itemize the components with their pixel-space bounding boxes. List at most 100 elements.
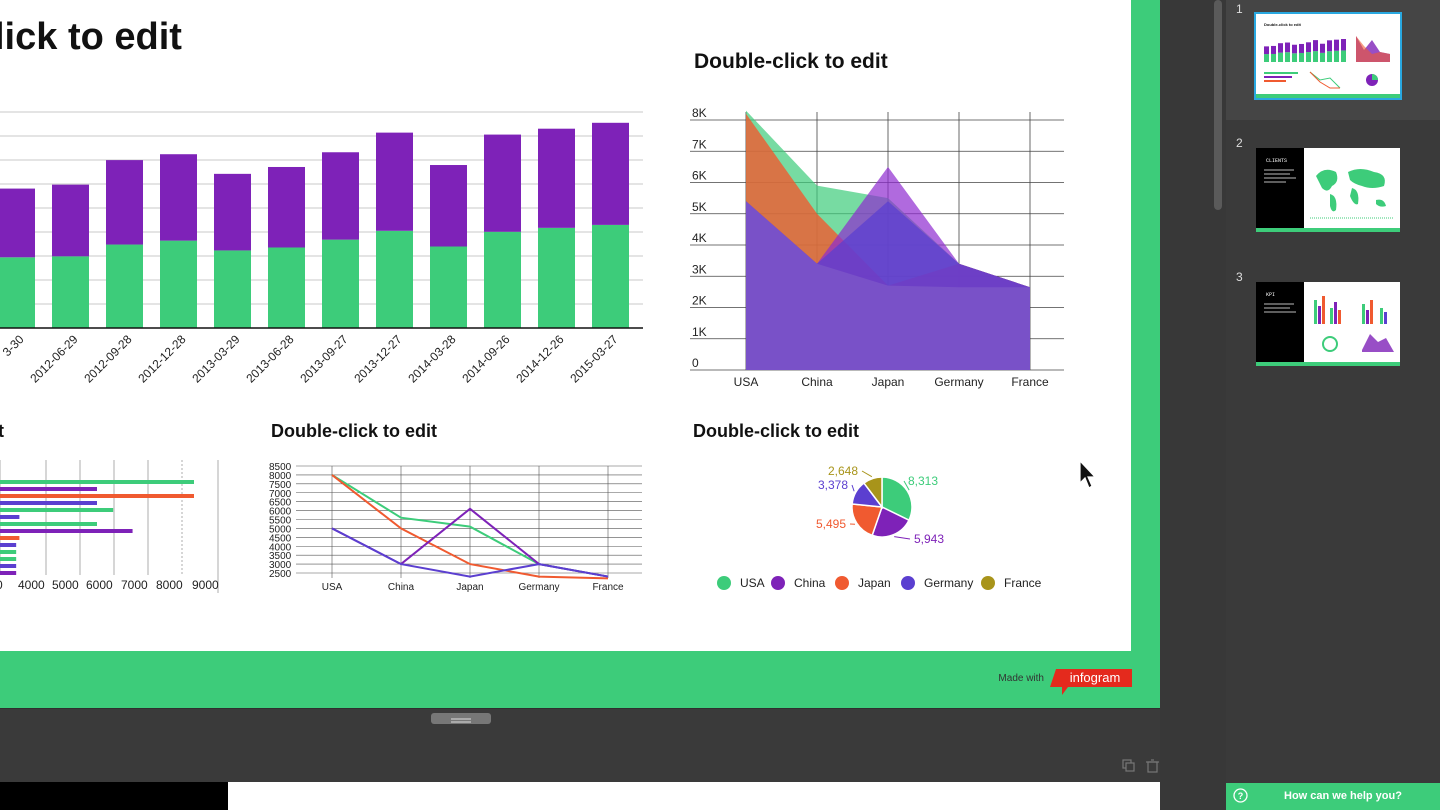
help-bar[interactable]: ? How can we help you? <box>1226 783 1440 810</box>
y-tick-label: 0 <box>692 356 699 370</box>
resize-grip-handle[interactable] <box>431 713 491 724</box>
next-slide-preview-light[interactable] <box>228 782 1160 810</box>
x-tick-label: 2013-09-27 <box>297 332 351 386</box>
legend-swatch <box>717 576 731 590</box>
slide-thumbnail[interactable]: Double-click to edit <box>1254 12 1402 100</box>
y-tick-label: 2500 <box>269 569 292 580</box>
bar-purple <box>430 165 467 247</box>
infogram-logo[interactable] <box>1050 667 1132 697</box>
grip-lines-icon <box>451 718 471 723</box>
bar-purple <box>322 152 359 240</box>
y-tick-label: 7500 <box>269 480 292 491</box>
horizontal-bar-chart[interactable]: 0 4000 5000 6000 7000 8000 9000 <box>0 455 230 600</box>
bar-purple <box>214 173 251 251</box>
hbar-chart-title[interactable]: t <box>0 421 4 441</box>
bar-green <box>214 250 251 328</box>
bar-green <box>322 239 359 328</box>
legend-swatch <box>771 576 785 590</box>
slide-title[interactable]: lick to edit <box>0 16 182 58</box>
bar-green <box>376 230 413 328</box>
thumb-world-map <box>1310 169 1394 219</box>
thumb-bar-chart <box>1264 39 1346 62</box>
duplicate-icon[interactable] <box>1122 759 1136 773</box>
y-tick-label: 2K <box>692 294 707 308</box>
area-chart[interactable]: 0 1K 2K 3K 4K 5K 6K 7K 8K USA China Japan Germany Fra… <box>680 100 1080 395</box>
infogram-logo-text: infogram <box>1069 670 1121 685</box>
bar-green <box>268 247 305 328</box>
bar-green <box>160 240 197 328</box>
slide-thumbnail-item[interactable]: 3 KPI <box>1226 268 1440 394</box>
line-chart-title[interactable]: Double-click to edit <box>271 421 438 441</box>
next-slide-preview-dark[interactable] <box>0 782 228 810</box>
slide-stage[interactable]: lick to edit 3-30 2012-06-29 2012-09-28 201… <box>0 0 1160 708</box>
x-tick-label: Germany <box>934 375 983 389</box>
x-tick-label: 2014-03-28 <box>405 332 459 386</box>
hbar-germany <box>0 501 97 505</box>
thumb-bar <box>1292 44 1297 54</box>
slide-canvas[interactable]: lick to edit 3-30 2012-06-29 2012-09-28 201… <box>0 0 1131 651</box>
slide-thumbnail-item[interactable]: 2 CLIENTS <box>1226 134 1440 260</box>
pie-leader-line <box>851 484 855 492</box>
bar-green <box>52 256 89 328</box>
x-tick-label: Japan <box>872 375 905 389</box>
stacked-bar-chart[interactable]: 3-30 2012-06-29 2012-09-28 2012-12-28 2013-0… <box>0 100 650 390</box>
scrollbar-thumb[interactable] <box>1214 0 1222 210</box>
x-tick-label: France <box>1011 375 1049 389</box>
bar-purple <box>484 134 521 232</box>
hbar-china <box>0 571 17 575</box>
thumb-bar <box>1327 40 1332 52</box>
legend-label: USA <box>740 576 765 590</box>
y-tick-label: 7K <box>692 137 707 151</box>
bar-green <box>430 246 467 328</box>
y-tick-label: 4K <box>692 231 707 245</box>
y-tick-label: 6K <box>692 169 707 183</box>
bar-green <box>538 227 575 328</box>
x-tick-label: Japan <box>456 582 483 593</box>
help-label: How can we help you? <box>1284 790 1402 802</box>
slide-thumbnail[interactable]: KPI <box>1256 282 1400 366</box>
line-chart[interactable]: 2500300035004000450050005500600065007000… <box>262 458 652 598</box>
thumb-bar <box>1313 51 1318 62</box>
slide-footer: Made with <box>0 651 1160 708</box>
x-tick-label: Germany <box>518 582 559 593</box>
thumb-bar <box>1313 40 1318 52</box>
x-tick-label: 8000 <box>156 578 183 592</box>
area-series-france <box>746 201 1030 370</box>
x-tick-label: France <box>592 582 624 593</box>
panel-resize-bar[interactable] <box>0 708 1160 731</box>
hbar-usa <box>0 480 194 484</box>
area-chart-title[interactable]: Double-click to edit <box>694 50 888 73</box>
thumb-bar <box>1341 50 1346 62</box>
trash-icon[interactable] <box>1146 759 1159 773</box>
y-tick-label: 6000 <box>269 507 292 518</box>
thumb-bar <box>1271 45 1276 54</box>
thumb-bar <box>1271 53 1276 62</box>
bar-green <box>592 224 629 328</box>
y-tick-label: 8000 <box>269 471 292 482</box>
line-series-japan <box>331 474 609 580</box>
legend-swatch <box>901 576 915 590</box>
y-tick-label: 6500 <box>269 498 292 509</box>
thumb-bar <box>1292 53 1297 62</box>
hbar-japan <box>0 536 20 540</box>
slide-number: 3 <box>1236 270 1243 284</box>
thumb-bar <box>1285 52 1290 62</box>
pie-slice-china <box>871 505 910 538</box>
thumb-bar <box>1334 50 1339 62</box>
y-tick-label: 8K <box>692 106 707 120</box>
pie-chart-title[interactable]: Double-click to edit <box>693 421 860 441</box>
slide-thumbnail[interactable]: CLIENTS <box>1256 148 1400 232</box>
bar-green <box>484 231 521 328</box>
thumb-bar <box>1278 43 1283 53</box>
x-tick-label: 7000 <box>121 578 148 592</box>
slide-thumbnail-item[interactable]: 1 Double-click to edit <box>1226 0 1440 120</box>
hbar-germany <box>0 564 17 568</box>
pie-value-label: 5,495 <box>816 517 846 531</box>
thumb-bar <box>1299 43 1304 53</box>
thumb-bar <box>1327 51 1332 62</box>
x-tick-label: 2012-09-28 <box>81 332 135 386</box>
bar-purple <box>268 166 305 248</box>
y-tick-label: 4000 <box>269 542 292 553</box>
thumb-text-lines <box>1264 169 1296 183</box>
